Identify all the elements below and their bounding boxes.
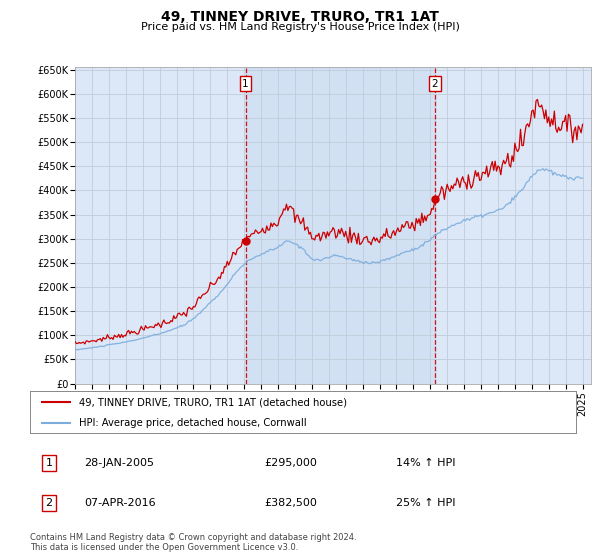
Text: HPI: Average price, detached house, Cornwall: HPI: Average price, detached house, Corn… [79,418,307,427]
Text: This data is licensed under the Open Government Licence v3.0.: This data is licensed under the Open Gov… [30,543,298,552]
Text: 07-APR-2016: 07-APR-2016 [85,498,156,508]
Text: £382,500: £382,500 [265,498,317,508]
Text: 2: 2 [431,79,438,88]
Text: 49, TINNEY DRIVE, TRURO, TR1 1AT (detached house): 49, TINNEY DRIVE, TRURO, TR1 1AT (detach… [79,398,347,407]
Text: 1: 1 [242,79,249,88]
Text: Price paid vs. HM Land Registry's House Price Index (HPI): Price paid vs. HM Land Registry's House … [140,22,460,32]
Text: 1: 1 [46,458,53,468]
Text: Contains HM Land Registry data © Crown copyright and database right 2024.: Contains HM Land Registry data © Crown c… [30,533,356,542]
Text: 25% ↑ HPI: 25% ↑ HPI [396,498,455,508]
Bar [245,67,435,384]
Text: 2: 2 [46,498,53,508]
Text: 28-JAN-2005: 28-JAN-2005 [85,458,155,468]
Text: 49, TINNEY DRIVE, TRURO, TR1 1AT: 49, TINNEY DRIVE, TRURO, TR1 1AT [161,10,439,24]
Text: £295,000: £295,000 [265,458,317,468]
Text: 14% ↑ HPI: 14% ↑ HPI [396,458,455,468]
